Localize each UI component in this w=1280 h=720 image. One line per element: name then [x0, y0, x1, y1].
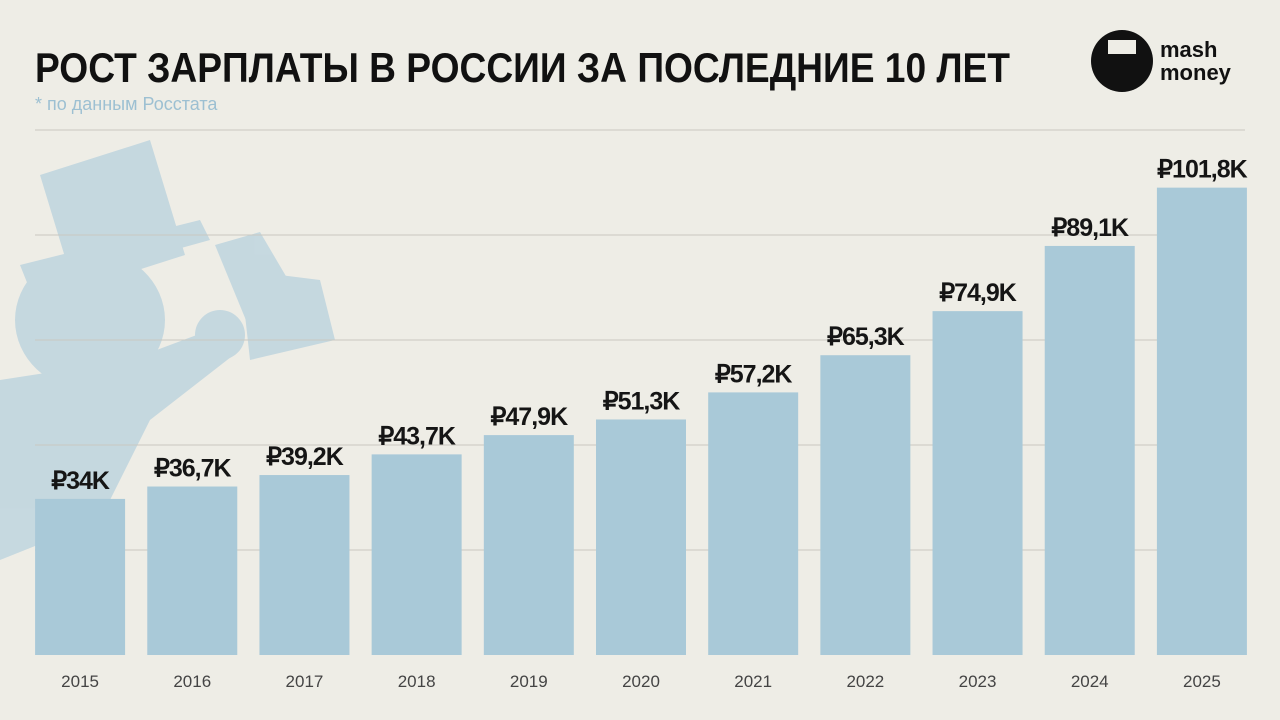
- x-tick-label: 2016: [173, 672, 211, 691]
- value-label: ₽39,2K: [266, 443, 344, 471]
- chart-title: РОСТ ЗАРПЛАТЫ В РОССИИ ЗА ПОСЛЕДНИЕ 10 Л…: [35, 44, 1010, 91]
- bar: [371, 454, 462, 655]
- x-tick-label: 2025: [1183, 672, 1221, 691]
- bar: [1044, 245, 1135, 655]
- bar: [708, 392, 799, 655]
- value-label: ₽47,9K: [491, 403, 569, 431]
- logo-icon: [1091, 30, 1153, 92]
- value-label: ₽57,2K: [715, 360, 793, 388]
- bar: [259, 475, 350, 655]
- chart-subtitle: * по данным Росстата: [35, 94, 218, 114]
- logo-text: mash: [1160, 37, 1217, 62]
- value-label: ₽65,3K: [827, 323, 905, 351]
- value-label: ₽89,1K: [1051, 214, 1129, 242]
- x-tick-label: 2015: [61, 672, 99, 691]
- x-tick-label: 2019: [510, 672, 548, 691]
- x-tick-label: 2021: [734, 672, 772, 691]
- value-label: ₽36,7K: [154, 455, 232, 483]
- bar: [932, 311, 1023, 655]
- bar: [147, 486, 238, 655]
- value-label: ₽74,9K: [939, 279, 1017, 307]
- bar: [483, 435, 574, 655]
- bar: [820, 355, 911, 655]
- x-tick-label: 2018: [398, 672, 436, 691]
- bar: [1156, 187, 1247, 656]
- value-label: ₽101,8K: [1157, 156, 1247, 184]
- value-label: ₽51,3K: [603, 387, 681, 415]
- value-label: ₽34K: [51, 467, 110, 495]
- x-tick-label: 2017: [286, 672, 324, 691]
- bar: [35, 498, 126, 655]
- logo-hat: [1108, 40, 1136, 54]
- x-tick-label: 2020: [622, 672, 660, 691]
- x-tick-label: 2022: [846, 672, 884, 691]
- x-tick-label: 2024: [1071, 672, 1109, 691]
- bar: [596, 419, 686, 655]
- value-label: ₽43,7K: [378, 422, 456, 450]
- x-tick-label: 2023: [959, 672, 997, 691]
- logo-text: money: [1160, 60, 1232, 85]
